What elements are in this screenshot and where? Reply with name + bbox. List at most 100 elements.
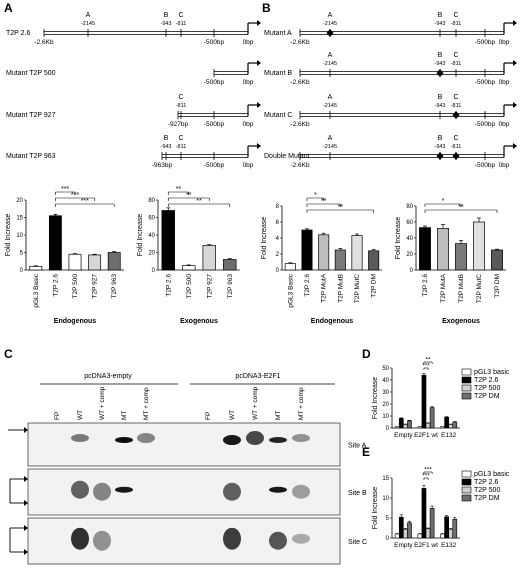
promoter-start-label: -963bp [152, 162, 173, 169]
binding-site-letter: C [178, 94, 183, 101]
gel-group-label: pcDNA3-empty [84, 373, 132, 380]
bar [398, 418, 404, 429]
y-axis-label: Fold Increase [372, 487, 379, 530]
gel-band [292, 434, 310, 443]
binding-site-position: -943 [434, 61, 445, 67]
gel-blot [27, 422, 341, 467]
gel-lane-label: WT + comp [99, 386, 106, 420]
y-axis-label: Fold Increase [261, 217, 268, 260]
tss-arrow-icon [257, 60, 261, 66]
bar [88, 254, 102, 271]
binding-site-position: -2145 [323, 21, 337, 27]
gel-band [71, 527, 89, 550]
gel-band [292, 484, 310, 499]
gel-band [246, 431, 264, 446]
shift-arrow-icon [24, 476, 28, 482]
y-tick-label: 8 [276, 204, 280, 210]
bar [351, 235, 363, 271]
bar [334, 249, 346, 271]
y-tick-label: 60 [406, 220, 413, 226]
mutation-marker-icon [436, 152, 444, 160]
significance-label: ** [458, 204, 464, 211]
x-tick-label: T2P 927 [206, 274, 213, 299]
significance-label: *** [422, 363, 430, 370]
promoter-end-label: 0bp [243, 162, 254, 169]
significance-label: * [314, 192, 317, 199]
significance-label: ** [196, 198, 202, 205]
bar [421, 488, 427, 539]
gel-band [223, 435, 241, 446]
gel-lane-label: WT + comp [252, 386, 259, 420]
mutation-marker-icon [436, 69, 444, 77]
gel-band [71, 480, 89, 499]
panel-label-d: D [362, 347, 371, 361]
y-tick-label: 5 [20, 251, 24, 257]
x-tick-label: T2P 2.6 [52, 274, 59, 297]
tss-arrow-icon [513, 20, 517, 26]
bar [407, 522, 412, 539]
significance-label: ** [176, 186, 182, 193]
x-tick-label: E2F1 wt [414, 542, 438, 549]
y-tick-label: 15 [16, 216, 23, 222]
x-tick-label: T2P 2.6 [304, 274, 311, 297]
binding-site-position: -2145 [323, 61, 337, 67]
binding-site-position: -811 [176, 144, 187, 150]
legend-label: pGL3 basic [474, 471, 510, 478]
binding-site-letter: A [328, 52, 333, 59]
gel-band [292, 533, 310, 544]
x-tick-label: T2P MutB [458, 274, 465, 303]
construct-name: Mutant T2P 500 [6, 70, 56, 77]
legend-label: pGL3 basic [474, 369, 510, 376]
gel-lane-label: MT + comp [143, 387, 150, 420]
binding-site-position: -2145 [323, 103, 337, 109]
binding-site-letter: B [164, 12, 169, 19]
bar [473, 221, 485, 271]
significance-label: ** [186, 192, 192, 199]
x-tick-label: Empty [394, 432, 413, 439]
bar [182, 265, 196, 271]
panel-label-c: C [4, 347, 13, 361]
y-tick-label: 2 [276, 252, 280, 258]
bar [202, 245, 216, 271]
y-tick-label: 80 [406, 204, 413, 210]
x-tick-label: pGL3 Basic [287, 273, 294, 307]
bar [444, 416, 449, 429]
promoter-end-label: 0bp [499, 121, 510, 128]
bar [407, 420, 412, 429]
construct-name: Mutant T2P 963 [6, 153, 56, 160]
x-tick-label: E132 [441, 542, 457, 549]
binding-site-letter: A [328, 94, 333, 101]
construct-name: T2P 2.6 [6, 30, 30, 37]
binding-site-letter: C [453, 94, 458, 101]
y-tick-label: 5 [386, 516, 390, 522]
x-tick-label: E2F1 wt [414, 432, 438, 439]
binding-site-letter: B [164, 135, 169, 142]
gel-band [115, 486, 133, 493]
y-tick-label: 4 [276, 236, 280, 242]
x-tick-label: T2P 2.6 [422, 274, 429, 297]
binding-site-letter: B [438, 94, 443, 101]
binding-site-letter: C [453, 52, 458, 59]
gel-band [269, 486, 287, 493]
y-tick-label: 40 [406, 236, 413, 242]
binding-site-position: -943 [160, 21, 171, 27]
x-tick-label: E132 [441, 432, 457, 439]
construct-name: Mutant A [264, 30, 292, 37]
y-tick-label: 40 [148, 233, 155, 239]
promoter-mid-label: -500bp [475, 162, 496, 169]
binding-site-letter: A [86, 12, 91, 19]
legend-label: T2P 2.6 [474, 479, 498, 486]
binding-site-position: -2145 [81, 21, 95, 27]
promoter-start-label: -2.6Kb [290, 79, 310, 86]
x-tick-label: T2P DM [494, 274, 501, 298]
binding-site-letter: C [453, 135, 458, 142]
panel-label-e: E [362, 445, 370, 459]
y-axis-label: Fold Increase [5, 214, 12, 257]
x-tick-label: T2P 2.6 [165, 274, 172, 297]
x-tick-label: T2P DM [371, 274, 378, 298]
gel-site-label: Site A [348, 443, 367, 450]
bar [425, 422, 431, 429]
y-tick-label: 6 [276, 220, 280, 226]
gel-band [137, 433, 155, 444]
bar [368, 250, 380, 271]
